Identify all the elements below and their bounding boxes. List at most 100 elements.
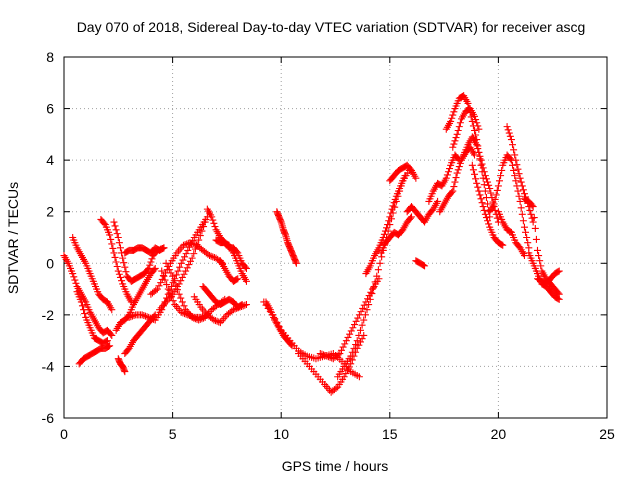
data-point xyxy=(412,174,420,182)
data-point xyxy=(108,240,116,248)
data-point xyxy=(514,165,522,173)
data-point xyxy=(478,160,486,168)
data-point xyxy=(518,182,526,190)
data-point xyxy=(454,166,462,174)
data-point xyxy=(183,240,191,248)
data-point xyxy=(159,272,167,280)
data-point xyxy=(363,306,371,314)
data-point xyxy=(146,314,154,322)
data-point xyxy=(78,302,86,310)
data-point xyxy=(209,216,217,224)
data-point xyxy=(321,351,329,359)
data-point xyxy=(449,187,457,195)
data-point xyxy=(511,151,519,159)
data-point xyxy=(153,285,161,293)
data-point xyxy=(471,170,479,178)
data-point xyxy=(168,293,176,301)
data-point xyxy=(197,313,205,321)
data-point xyxy=(515,192,523,200)
data-point xyxy=(493,214,501,222)
data-point xyxy=(453,169,461,177)
data-point xyxy=(442,174,450,182)
data-point xyxy=(455,163,463,171)
data-point xyxy=(213,317,221,325)
data-point xyxy=(361,311,369,319)
data-point xyxy=(177,277,185,285)
data-point xyxy=(535,252,543,260)
data-point xyxy=(389,202,397,210)
chart-title: Day 070 of 2018, Sidereal Day-to-day VTE… xyxy=(77,19,586,35)
data-point xyxy=(334,351,342,359)
data-point xyxy=(170,277,178,285)
data-point xyxy=(474,122,482,130)
data-point xyxy=(316,350,324,358)
data-point xyxy=(376,259,384,267)
data-point xyxy=(477,156,485,164)
data-point xyxy=(110,249,118,257)
data-point xyxy=(478,199,486,207)
data-point xyxy=(206,252,214,260)
data-point xyxy=(273,319,281,327)
data-point xyxy=(189,313,197,321)
series-s40 xyxy=(494,208,528,260)
series-s27 xyxy=(362,172,409,278)
series-s8 xyxy=(114,355,129,376)
data-point xyxy=(487,189,495,197)
data-point xyxy=(484,200,492,208)
data-point xyxy=(114,267,122,275)
data-point xyxy=(77,298,85,306)
data-point xyxy=(180,270,188,278)
data-point xyxy=(555,295,563,303)
data-point xyxy=(555,267,563,275)
data-point xyxy=(355,373,363,381)
y-tick-label: -6 xyxy=(42,410,55,426)
data-point xyxy=(473,179,481,187)
data-point xyxy=(510,166,518,174)
plot-frame xyxy=(63,56,608,419)
series-s38 xyxy=(486,151,533,252)
data-point xyxy=(190,250,198,258)
data-point xyxy=(469,166,477,174)
data-point xyxy=(529,218,537,226)
x-tick-label: 15 xyxy=(382,426,398,442)
series-s36 xyxy=(460,133,502,226)
data-point xyxy=(184,246,192,254)
data-point xyxy=(160,244,168,252)
data-point xyxy=(166,289,174,297)
data-point xyxy=(347,352,355,360)
data-point xyxy=(271,315,279,323)
data-point xyxy=(481,187,489,195)
data-point xyxy=(195,236,203,244)
data-point xyxy=(530,214,538,222)
data-point xyxy=(351,321,359,329)
data-point xyxy=(108,306,116,314)
data-point xyxy=(177,259,185,267)
data-point xyxy=(70,273,78,281)
data-point xyxy=(115,270,123,278)
data-point xyxy=(114,234,122,241)
data-point xyxy=(145,264,153,272)
data-point xyxy=(528,201,536,209)
data-point xyxy=(103,337,111,345)
data-point xyxy=(107,235,115,243)
data-point xyxy=(497,172,505,180)
data-point xyxy=(380,230,388,238)
data-point xyxy=(354,314,362,322)
data-point xyxy=(320,351,328,359)
data-point xyxy=(519,217,527,225)
data-point xyxy=(381,227,389,235)
data-point xyxy=(110,218,118,226)
data-point xyxy=(113,230,121,238)
series-s32 xyxy=(425,151,463,205)
data-point xyxy=(367,288,375,296)
series-s26 xyxy=(334,166,413,381)
data-point xyxy=(481,172,489,180)
series-s43 xyxy=(533,267,563,288)
data-point xyxy=(524,239,532,247)
data-point xyxy=(537,262,545,270)
data-point xyxy=(475,148,483,156)
data-point xyxy=(504,126,512,134)
data-point xyxy=(332,384,340,392)
data-point xyxy=(182,267,190,275)
data-point xyxy=(188,254,196,262)
